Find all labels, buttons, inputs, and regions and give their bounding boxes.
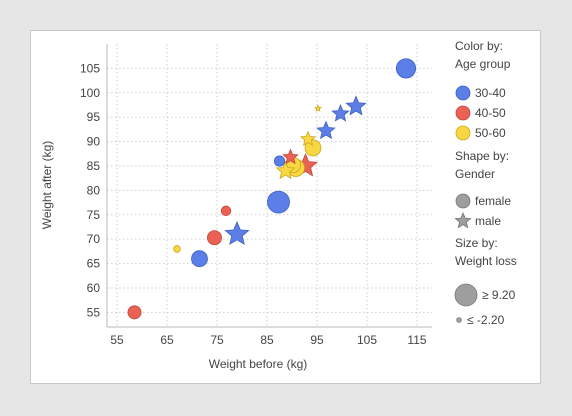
legend-color-title: Color by: [455,39,503,53]
axes [106,44,432,328]
legend-size-small-circle-icon [456,317,462,323]
scatter-chart: 55 65 75 85 95 105 115 55 60 65 70 75 80 85 90 95 100 10… [40,39,517,371]
data-point-star [314,104,322,112]
y-tick-label: 60 [87,281,101,295]
y-tick-label: 95 [87,110,101,124]
data-point-circle [207,230,222,246]
data-point-circle [127,305,142,320]
x-tick-label: 55 [110,333,124,347]
x-tick-label: 95 [310,333,324,347]
y-axis-title: Weight after (kg) [40,141,54,229]
legend-label-male: male [475,214,501,228]
y-tick-label: 105 [80,61,100,75]
legend-label-size-max: ≥ 9.20 [482,288,516,302]
y-tick-label: 75 [87,208,101,222]
data-points [127,58,417,320]
y-tick-label: 100 [80,86,100,100]
x-tick-label: 105 [357,333,377,347]
legend-label-female: female [475,194,511,208]
chart-panel: 55 65 75 85 95 105 115 55 60 65 70 75 80 85 90 95 100 10… [30,30,541,384]
data-point-circle [173,245,181,253]
legend-size-large-circle-icon [454,283,478,307]
x-tick-labels: 55 65 75 85 95 105 115 [110,333,427,347]
legend-size-title: Size by: [455,236,498,250]
y-tick-label: 90 [87,135,101,149]
data-point-star [316,120,336,140]
data-point-circle [395,58,417,79]
data-point-star [282,148,299,165]
data-point-circle [267,190,290,214]
data-point-star [331,104,350,122]
x-tick-label: 85 [260,333,274,347]
legend-label-50-60: 50-60 [475,126,506,140]
data-point-star [224,221,250,246]
x-tick-label: 65 [160,333,174,347]
legend-male-star-icon [454,211,472,229]
x-tick-label: 75 [210,333,224,347]
legend-label-30-40: 30-40 [475,86,506,100]
y-tick-labels: 55 60 65 70 75 80 85 90 95 100 105 [80,61,100,319]
x-tick-label: 115 [407,333,426,347]
data-point-star [345,95,367,116]
data-point-circle [304,139,322,157]
x-axis-title: Weight before (kg) [209,357,308,371]
legend-swatch-30-40 [455,85,471,101]
legend-size-value: Weight loss [455,254,517,268]
legend-swatch-40-50 [455,105,471,121]
y-tick-label: 80 [87,183,101,197]
data-point-circle [273,155,286,167]
grid-lines [107,44,432,327]
data-point-star [275,160,296,180]
y-tick-label: 55 [87,305,101,319]
y-tick-label: 70 [87,232,101,246]
legend-female-circle-icon [455,193,471,209]
y-tick-label: 85 [87,159,101,173]
data-point-circle [220,205,232,217]
legend-label-40-50: 40-50 [475,106,506,120]
data-point-circle [191,250,208,268]
legend: Color by: Age group 30-40 40-50 50-60 Sh… [454,39,517,327]
legend-color-value: Age group [455,57,511,71]
data-point-star [299,130,317,147]
legend-shape-title: Shape by: [455,149,509,163]
legend-label-size-min: ≤ -2.20 [467,313,505,327]
y-tick-label: 65 [87,257,101,271]
legend-swatch-50-60 [455,125,471,141]
legend-shape-value: Gender [455,167,495,181]
